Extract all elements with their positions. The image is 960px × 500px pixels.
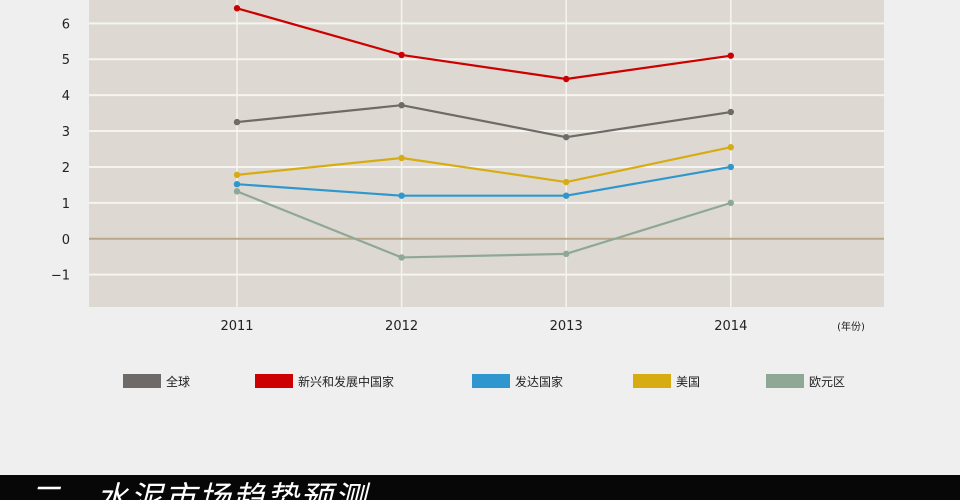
data-point	[563, 192, 570, 199]
legend-item-usa: 美国	[633, 372, 700, 390]
data-point	[233, 171, 241, 179]
x-axis-ticks: 2011 2012 2013 2014	[220, 319, 747, 334]
y-axis-ticks: −1 0 1 2 3 4 5 6	[51, 17, 70, 283]
legend: 全球 新兴和发展中国家 发达国家 美国 欧元区	[0, 372, 960, 390]
plot-area	[89, 0, 884, 307]
legend-label-usa: 美国	[676, 374, 701, 389]
x-tick-label: 2012	[385, 319, 418, 334]
section-banner: 二、水泥市场趋势预测	[0, 475, 960, 500]
y-tick-label: 2	[62, 161, 70, 176]
y-tick-label: 6	[62, 17, 70, 32]
legend-item-advanced: 发达国家	[472, 372, 563, 390]
legend-swatch-advanced	[472, 374, 510, 388]
data-point	[398, 102, 405, 109]
section-title: 二、水泥市场趋势预测	[28, 479, 369, 500]
series-line-3	[236, 146, 732, 184]
series-line-0	[236, 104, 731, 139]
data-point	[563, 75, 570, 83]
gridlines	[89, 22, 884, 276]
legend-item-eurozone: 欧元区	[766, 372, 845, 390]
x-axis-unit-label: (年份)	[837, 320, 865, 333]
data-point	[563, 178, 570, 186]
y-tick-label: 0	[62, 233, 70, 248]
data-point	[727, 52, 734, 59]
series-line-2	[236, 165, 731, 197]
legend-swatch-global	[123, 374, 161, 388]
legend-item-emerging: 新兴和发展中国家	[255, 372, 394, 390]
data-point	[398, 51, 405, 59]
legend-item-global: 全球	[123, 372, 190, 390]
data-point	[398, 154, 405, 162]
data-point	[398, 192, 405, 199]
data-point	[727, 108, 734, 116]
y-tick-label: 4	[62, 89, 70, 104]
y-tick-label: 5	[62, 53, 70, 68]
data-point	[233, 118, 241, 126]
data-point	[727, 163, 734, 171]
legend-label-advanced: 发达国家	[515, 374, 564, 389]
data-point	[727, 199, 734, 207]
data-point	[563, 250, 570, 258]
line-chart: −1 0 1 2 3 4 5 6 2011 2012 2013 2014 (年份)	[51, 0, 884, 334]
y-tick-label: 1	[62, 197, 70, 212]
x-tick-label: 2011	[220, 319, 253, 334]
x-tick-label: 2014	[714, 319, 747, 334]
data-point	[233, 181, 241, 188]
legend-label-emerging: 新兴和发展中国家	[298, 374, 395, 389]
y-tick-label: −1	[51, 269, 70, 284]
series-line-1	[236, 7, 731, 81]
series-lines	[233, 5, 734, 261]
series-line-4	[236, 190, 732, 259]
y-tick-label: 3	[62, 125, 70, 140]
legend-swatch-usa	[633, 374, 671, 388]
x-tick-label: 2013	[550, 319, 583, 334]
data-point	[563, 133, 570, 141]
legend-label-global: 全球	[166, 374, 191, 389]
legend-label-eurozone: 欧元区	[809, 374, 846, 389]
data-point	[233, 188, 241, 195]
data-point	[727, 144, 734, 151]
legend-swatch-eurozone	[766, 374, 804, 388]
data-point	[398, 254, 405, 261]
legend-swatch-emerging	[255, 374, 293, 388]
data-point	[233, 5, 241, 12]
